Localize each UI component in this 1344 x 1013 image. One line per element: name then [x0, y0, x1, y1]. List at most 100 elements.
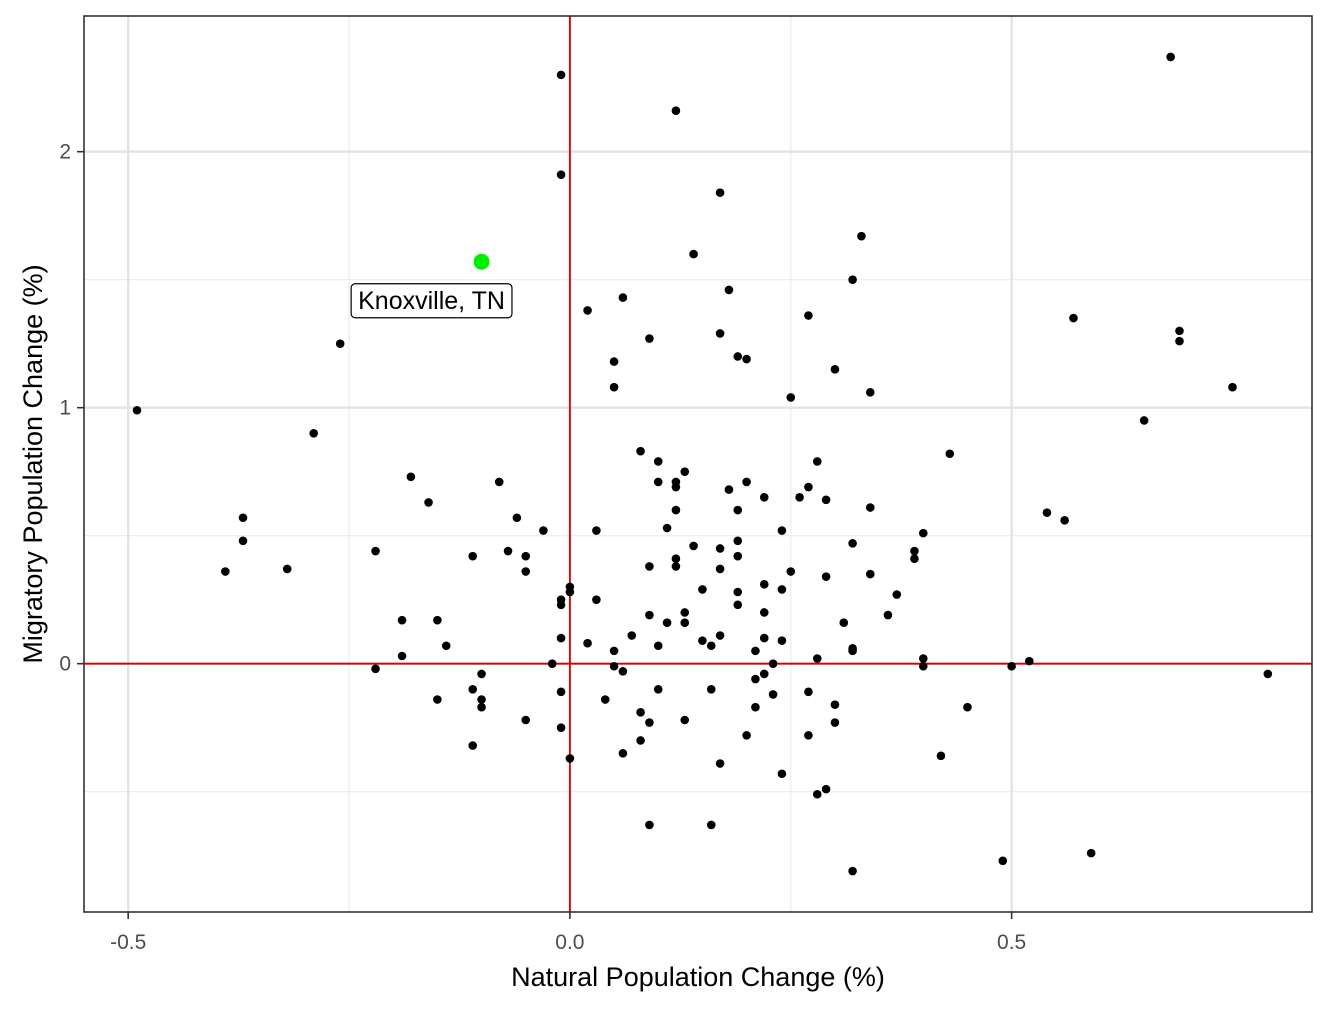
data-point [627, 631, 637, 640]
data-point [132, 405, 142, 415]
data-point [857, 231, 866, 241]
data-point [1086, 848, 1096, 858]
data-point [715, 188, 725, 197]
axes: -0.5 0.0 0.5 0 1 2 [59, 141, 1026, 954]
data-point [830, 700, 840, 709]
data-point [724, 485, 734, 494]
data-point [812, 789, 822, 799]
data-point [848, 866, 857, 876]
data-point [371, 664, 380, 674]
data-point [618, 748, 628, 758]
data-point [998, 856, 1008, 866]
data-points [132, 52, 1273, 876]
data-point [371, 546, 380, 556]
data-point [804, 687, 813, 697]
data-point [592, 526, 601, 535]
data-point [865, 503, 875, 512]
y-axis-title: Migratory Population Change (%) [18, 264, 48, 663]
data-point [742, 354, 751, 364]
y-tick-label: 0 [59, 653, 71, 676]
data-point [583, 638, 592, 648]
data-point [680, 608, 690, 617]
data-point [759, 492, 769, 502]
data-point [1263, 669, 1273, 679]
data-point [751, 674, 760, 684]
highlight-label: Knoxville, TN [358, 287, 505, 315]
data-point [768, 659, 778, 668]
data-point [680, 467, 690, 476]
data-point [936, 751, 946, 761]
data-point [733, 587, 743, 597]
data-point [609, 646, 619, 656]
data-point [636, 446, 645, 456]
data-point [238, 513, 248, 523]
data-point [1175, 336, 1184, 346]
data-point [918, 528, 928, 538]
data-point [433, 695, 442, 704]
data-point [830, 364, 840, 374]
data-point [238, 536, 248, 546]
data-point [1024, 656, 1034, 666]
data-point [680, 618, 690, 628]
data-point [653, 684, 663, 694]
data-point [539, 526, 548, 535]
data-point [1007, 661, 1016, 671]
data-point [609, 382, 619, 392]
data-point [689, 249, 698, 259]
data-point [653, 477, 663, 487]
data-point [653, 641, 663, 651]
data-point [521, 551, 531, 561]
data-point [424, 498, 433, 507]
data-point [592, 595, 601, 604]
data-point [839, 618, 849, 628]
data-point [1175, 326, 1184, 336]
data-point [282, 564, 292, 574]
data-point [715, 564, 725, 574]
data-point [671, 562, 681, 571]
data-point [715, 759, 725, 768]
data-point [918, 654, 928, 663]
data-point [751, 702, 760, 712]
data-point [715, 329, 725, 338]
data-point [477, 669, 486, 679]
data-point [556, 170, 566, 180]
data-point [1042, 508, 1052, 517]
data-point [698, 585, 707, 594]
data-point [600, 695, 610, 704]
data-point [671, 505, 681, 515]
data-point [556, 633, 566, 643]
data-point [397, 615, 407, 625]
data-point [910, 554, 919, 564]
data-point [865, 569, 875, 579]
data-point [786, 393, 796, 402]
data-point [742, 731, 751, 740]
data-point [848, 539, 857, 548]
data-point [698, 636, 707, 645]
x-tick-label: 0.0 [555, 931, 584, 954]
data-point [583, 306, 592, 315]
data-point [1228, 382, 1237, 392]
data-point [556, 723, 566, 732]
data-point [1166, 52, 1175, 62]
data-point [468, 684, 478, 694]
data-point [671, 482, 681, 492]
data-point [671, 106, 681, 116]
y-tick-label: 1 [59, 397, 71, 420]
data-point [512, 513, 522, 523]
data-point [821, 572, 831, 581]
data-point [397, 651, 407, 661]
data-point [812, 457, 822, 466]
data-point [910, 546, 919, 556]
highlight-point [473, 253, 490, 270]
data-point [848, 275, 857, 284]
data-point [662, 618, 672, 628]
data-point [733, 600, 743, 610]
data-point [477, 702, 486, 712]
data-point [733, 352, 743, 361]
data-point [503, 546, 513, 556]
data-point [759, 608, 769, 617]
data-point [759, 633, 769, 643]
data-point [680, 715, 690, 725]
data-point [706, 820, 716, 830]
data-point [309, 428, 318, 438]
